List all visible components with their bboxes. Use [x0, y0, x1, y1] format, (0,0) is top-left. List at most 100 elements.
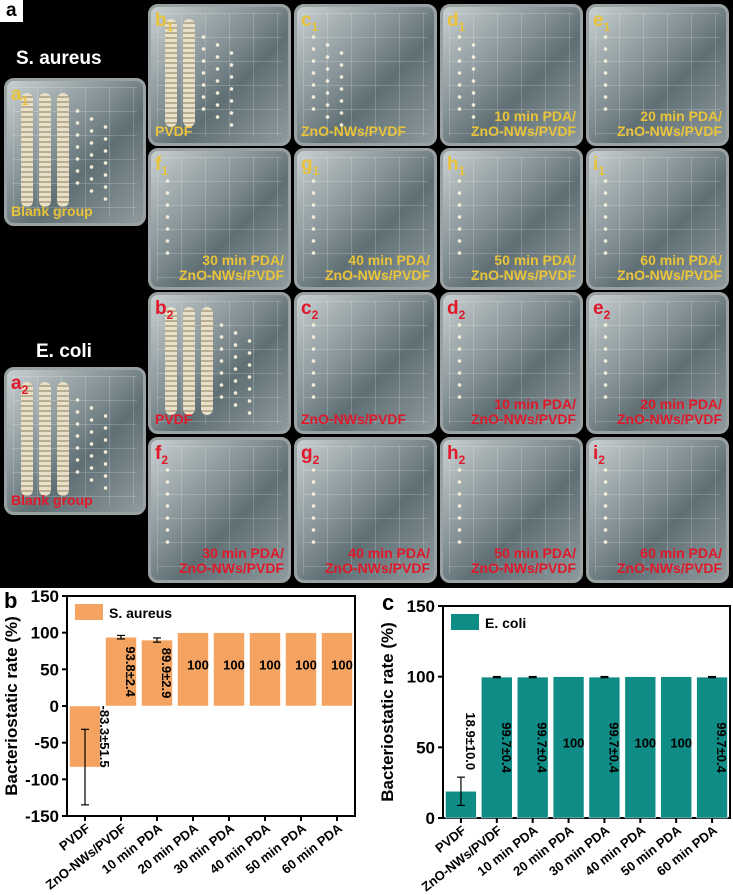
dish-id-a1: a1 [11, 84, 28, 108]
bar-1 [105, 636, 137, 707]
y-tick-label: 150 [31, 588, 59, 606]
agar-dish-h2: h2 50 min PDA/ ZnO-NWs/PVDF [440, 437, 583, 583]
dish-letter: g [301, 443, 313, 464]
dish-id-i2: i2 [593, 443, 605, 467]
panel-label-a: a [0, 0, 23, 22]
dish-caption: Blank group [11, 492, 93, 508]
bacteria-colonies [311, 319, 316, 401]
dish-id-h1: h1 [447, 154, 465, 178]
dish-subscript: 1 [458, 163, 466, 178]
data-label: 100 [563, 735, 585, 750]
agar-plate-photo-grid: a S. aureus E. coli a1 Blank group b1 PVDF c… [0, 0, 733, 588]
bacteria-streak [39, 382, 51, 496]
dish-caption: 60 min PDA/ ZnO-NWs/PVDF [617, 545, 722, 576]
agar-dish-h1: h1 50 min PDA/ ZnO-NWs/PVDF [440, 148, 583, 290]
bacteria-streak [21, 382, 33, 496]
dish-letter: g [301, 154, 313, 175]
dish-letter: h [447, 443, 459, 464]
bacteria-colonies [247, 335, 252, 417]
y-tick-label: -100 [25, 770, 59, 789]
bacteria-colonies [603, 319, 608, 401]
y-tick-label: 100 [407, 668, 435, 687]
bacteria-colonies [311, 175, 316, 257]
dish-letter: e [593, 10, 604, 31]
dish-subscript: 2 [166, 307, 174, 322]
bacteria-colonies [75, 105, 80, 193]
dish-id-f1: f1 [155, 154, 168, 178]
bacteria-streak [165, 307, 177, 415]
bacteria-colonies [165, 464, 170, 550]
dish-subscript: 2 [603, 307, 611, 322]
bacteria-streak [39, 93, 51, 207]
agar-dish-g1: g1 40 min PDA/ ZnO-NWs/PVDF [294, 148, 437, 290]
bacteria-colonies [215, 39, 220, 121]
bar-4 [213, 632, 245, 707]
bacteria-colonies [339, 47, 344, 129]
agar-dish-d2: d2 10 min PDA/ ZnO-NWs/PVDF [440, 292, 583, 434]
bacteria-colonies [89, 113, 94, 201]
dish-letter: i [593, 154, 599, 175]
dish-subscript: 1 [21, 93, 29, 108]
bar-1 [481, 676, 513, 819]
bacteria-colonies [457, 464, 462, 550]
bar-3 [177, 632, 209, 707]
dish-letter: i [593, 443, 599, 464]
bacteria-colonies [219, 319, 224, 401]
y-tick-label: 0 [426, 809, 435, 828]
dish-id-g1: g1 [301, 154, 319, 178]
data-label: 100 [634, 735, 656, 750]
dish-letter: a [11, 373, 22, 394]
s-aureus-heading: S. aureus [16, 48, 102, 69]
y-axis-label: Bacteriostatic rate (%) [2, 616, 21, 796]
bacteria-colonies [233, 327, 238, 409]
dish-subscript: 1 [161, 163, 169, 178]
agar-dish-i1: i1 60 min PDA/ ZnO-NWs/PVDF [586, 148, 729, 290]
y-tick-label: -150 [25, 807, 59, 826]
y-tick-label: 50 [40, 660, 59, 679]
dish-letter: c [301, 298, 312, 319]
bar-7 [321, 632, 353, 707]
dish-id-e2: e2 [593, 298, 610, 322]
agar-dish-d1: d1 10 min PDA/ ZnO-NWs/PVDF [440, 4, 583, 146]
y-tick-label: 0 [50, 697, 59, 716]
dish-subscript: 1 [603, 19, 611, 34]
data-label: 99.7±0.4 [606, 722, 621, 773]
dish-caption: 50 min PDA/ ZnO-NWs/PVDF [471, 252, 576, 283]
dish-id-a2: a2 [11, 373, 28, 397]
agar-dish-f1: f1 30 min PDA/ ZnO-NWs/PVDF [148, 148, 291, 290]
dish-caption: 10 min PDA/ ZnO-NWs/PVDF [471, 108, 576, 139]
agar-dish-c2: c2 ZnO-NWs/PVDF [294, 292, 437, 434]
bacteria-colonies [603, 464, 608, 550]
data-label: 100 [223, 657, 245, 672]
bacteria-colonies [201, 31, 206, 113]
dish-id-d2: d2 [447, 298, 465, 322]
bacteria-colonies [103, 121, 108, 209]
legend-label: S. aureus [109, 605, 172, 621]
dish-caption: 60 min PDA/ ZnO-NWs/PVDF [617, 252, 722, 283]
dish-letter: e [593, 298, 604, 319]
legend-swatch [75, 604, 103, 620]
dish-id-i1: i1 [593, 154, 605, 178]
dish-caption: 50 min PDA/ ZnO-NWs/PVDF [471, 545, 576, 576]
panel-label-b: b [4, 588, 17, 613]
agar-dish-b2: b2 PVDF [148, 292, 291, 434]
dish-caption: ZnO-NWs/PVDF [301, 123, 406, 139]
dish-letter: d [447, 10, 459, 31]
dish-subscript: 2 [311, 307, 319, 322]
agar-dish-f2: f2 30 min PDA/ ZnO-NWs/PVDF [148, 437, 291, 583]
dish-letter: f [155, 443, 162, 464]
data-label: 18.9±10.0 [463, 712, 478, 770]
dish-caption: 20 min PDA/ ZnO-NWs/PVDF [617, 396, 722, 427]
bacteria-streak [57, 382, 69, 496]
bacteria-colonies [311, 31, 316, 113]
data-label: 99.7±0.4 [714, 722, 729, 773]
bacteria-colonies [457, 319, 462, 401]
plot-frame [442, 605, 731, 819]
legend-label: E. coli [485, 615, 526, 631]
bacteria-colonies [311, 464, 316, 550]
dish-caption: PVDF [155, 411, 193, 427]
y-tick-label: 100 [31, 624, 59, 643]
chart-b-s-aureus: b -150 -100 -50 0 50 100 150 Bacteriostatic rate… [2, 588, 356, 892]
bacteria-colonies [603, 175, 608, 257]
bacteria-colonies [165, 175, 170, 257]
